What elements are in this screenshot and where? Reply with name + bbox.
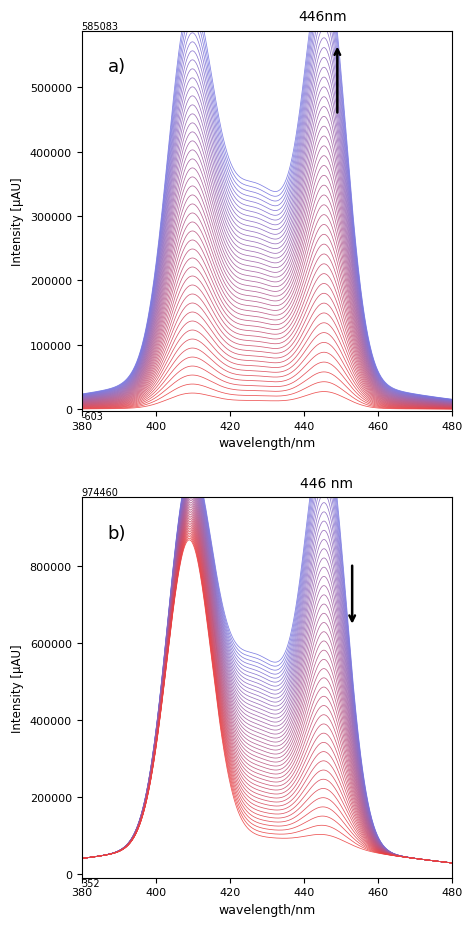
Text: 352: 352 bbox=[82, 878, 100, 888]
Text: 974460: 974460 bbox=[82, 488, 118, 498]
X-axis label: wavelength/nm: wavelength/nm bbox=[218, 437, 316, 450]
Text: 446nm: 446nm bbox=[298, 10, 347, 24]
X-axis label: wavelength/nm: wavelength/nm bbox=[218, 903, 316, 916]
Text: b): b) bbox=[108, 525, 126, 542]
Text: -603: -603 bbox=[82, 412, 103, 422]
Text: 446 nm: 446 nm bbox=[300, 476, 353, 490]
Text: a): a) bbox=[108, 58, 126, 76]
Y-axis label: Intensity [μAU]: Intensity [μAU] bbox=[11, 643, 24, 732]
Y-axis label: Intensity [μAU]: Intensity [μAU] bbox=[11, 177, 24, 266]
Text: 585083: 585083 bbox=[82, 21, 118, 32]
